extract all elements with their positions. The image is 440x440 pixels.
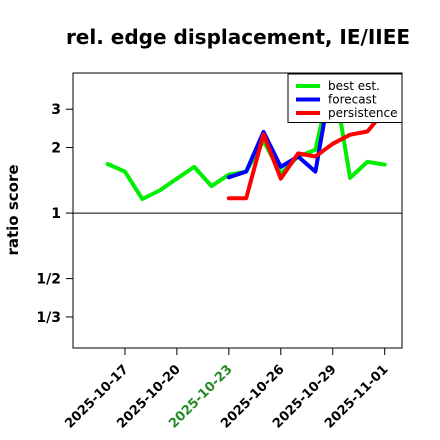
y-tick-label: 1	[51, 206, 61, 222]
chart-title: rel. edge displacement, IE/IIEE	[66, 25, 410, 49]
legend-label: persistence	[328, 106, 397, 120]
series-line	[226, 73, 335, 180]
y-tick-label: 3	[51, 102, 61, 118]
y-tick-label: 1/3	[36, 310, 61, 326]
series-line	[226, 108, 387, 201]
y-axis-label: ratio score	[4, 164, 22, 255]
y-tick-label: 2	[51, 141, 61, 157]
legend-label: forecast	[328, 93, 377, 107]
x-axis: 2025-10-172025-10-202025-10-232025-10-26…	[62, 348, 392, 432]
plot-frame	[72, 72, 403, 349]
y-axis: 3 2 1 1/2 1/3	[36, 102, 73, 326]
legend-label: best est.	[328, 79, 380, 93]
y-tick-label: 1/2	[36, 272, 61, 288]
